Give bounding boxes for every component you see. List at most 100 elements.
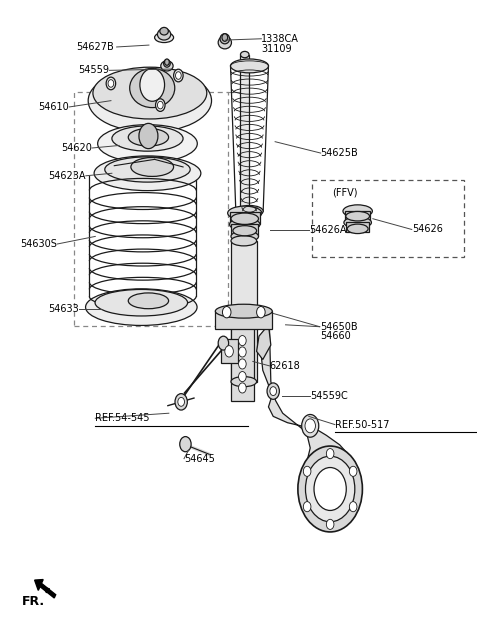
Circle shape bbox=[305, 419, 315, 433]
Circle shape bbox=[326, 519, 334, 529]
Circle shape bbox=[180, 436, 191, 452]
Circle shape bbox=[156, 99, 165, 111]
Ellipse shape bbox=[220, 34, 229, 44]
Text: REF.50-517: REF.50-517 bbox=[335, 420, 389, 429]
Bar bbox=[346, 222, 369, 232]
Ellipse shape bbox=[160, 27, 168, 35]
Circle shape bbox=[239, 347, 246, 357]
Circle shape bbox=[314, 468, 346, 510]
Ellipse shape bbox=[216, 304, 272, 318]
Circle shape bbox=[303, 466, 311, 476]
Ellipse shape bbox=[128, 129, 168, 146]
Ellipse shape bbox=[105, 157, 190, 182]
Ellipse shape bbox=[231, 376, 257, 387]
Bar bbox=[231, 224, 258, 236]
Text: 54650B: 54650B bbox=[320, 322, 357, 332]
Polygon shape bbox=[261, 326, 358, 514]
Text: 62618: 62618 bbox=[269, 361, 300, 371]
Circle shape bbox=[222, 34, 228, 41]
Text: 54627B: 54627B bbox=[76, 42, 114, 52]
Circle shape bbox=[301, 415, 319, 437]
Bar bbox=[229, 212, 260, 224]
Circle shape bbox=[218, 336, 228, 350]
Polygon shape bbox=[216, 311, 272, 329]
Circle shape bbox=[174, 69, 183, 82]
Text: 54630S: 54630S bbox=[21, 239, 57, 249]
Ellipse shape bbox=[229, 218, 260, 231]
Circle shape bbox=[298, 446, 362, 532]
Ellipse shape bbox=[218, 36, 231, 49]
Circle shape bbox=[176, 72, 181, 80]
Text: 54645: 54645 bbox=[184, 454, 215, 464]
Ellipse shape bbox=[112, 126, 183, 151]
Circle shape bbox=[106, 77, 116, 90]
Circle shape bbox=[326, 448, 334, 459]
Circle shape bbox=[175, 394, 187, 410]
Bar bbox=[312, 180, 464, 257]
Text: 54610: 54610 bbox=[38, 102, 69, 112]
Bar bbox=[74, 92, 228, 326]
Ellipse shape bbox=[88, 69, 212, 132]
Text: 54623A: 54623A bbox=[48, 171, 86, 181]
Ellipse shape bbox=[97, 125, 197, 162]
Ellipse shape bbox=[231, 236, 257, 246]
Circle shape bbox=[222, 306, 231, 318]
FancyArrow shape bbox=[35, 580, 56, 598]
Ellipse shape bbox=[128, 293, 168, 309]
Circle shape bbox=[157, 101, 163, 109]
Ellipse shape bbox=[164, 60, 170, 67]
Ellipse shape bbox=[240, 52, 249, 58]
Text: 54625B: 54625B bbox=[321, 148, 359, 158]
Text: 1338CA: 1338CA bbox=[261, 34, 299, 44]
Circle shape bbox=[239, 383, 246, 393]
Bar bbox=[345, 210, 371, 220]
Ellipse shape bbox=[131, 157, 174, 176]
Text: 54660: 54660 bbox=[320, 331, 350, 341]
Circle shape bbox=[305, 456, 355, 522]
Ellipse shape bbox=[231, 231, 259, 242]
Ellipse shape bbox=[233, 225, 257, 236]
Text: 54620: 54620 bbox=[61, 143, 92, 153]
Circle shape bbox=[257, 306, 265, 318]
Ellipse shape bbox=[346, 211, 370, 221]
Circle shape bbox=[140, 68, 165, 101]
Text: 54626A: 54626A bbox=[309, 225, 346, 235]
Ellipse shape bbox=[93, 67, 207, 119]
Text: 54626: 54626 bbox=[412, 224, 443, 234]
Circle shape bbox=[178, 397, 184, 406]
Circle shape bbox=[349, 466, 357, 476]
Circle shape bbox=[239, 371, 246, 382]
Text: 54559C: 54559C bbox=[310, 390, 348, 401]
Bar bbox=[220, 339, 238, 362]
Text: FR.: FR. bbox=[22, 595, 45, 608]
Ellipse shape bbox=[343, 205, 372, 217]
Ellipse shape bbox=[236, 206, 263, 217]
Ellipse shape bbox=[231, 213, 259, 224]
Ellipse shape bbox=[344, 217, 372, 228]
Ellipse shape bbox=[94, 156, 201, 190]
Text: 31109: 31109 bbox=[261, 44, 292, 54]
Ellipse shape bbox=[161, 61, 173, 71]
Ellipse shape bbox=[228, 206, 262, 220]
Ellipse shape bbox=[157, 29, 171, 40]
Bar bbox=[231, 325, 254, 401]
Ellipse shape bbox=[230, 59, 268, 73]
Circle shape bbox=[239, 359, 246, 369]
Circle shape bbox=[139, 124, 158, 148]
Ellipse shape bbox=[347, 224, 368, 234]
Circle shape bbox=[270, 387, 276, 396]
Text: 54559: 54559 bbox=[79, 66, 109, 75]
Circle shape bbox=[267, 383, 279, 399]
Circle shape bbox=[239, 336, 246, 346]
Circle shape bbox=[303, 501, 311, 512]
Polygon shape bbox=[257, 325, 271, 359]
Ellipse shape bbox=[95, 289, 188, 316]
Ellipse shape bbox=[85, 289, 197, 326]
Bar bbox=[240, 55, 249, 241]
Circle shape bbox=[108, 80, 114, 87]
Ellipse shape bbox=[130, 68, 175, 108]
Text: REF.54-545: REF.54-545 bbox=[96, 413, 150, 423]
Circle shape bbox=[165, 59, 169, 65]
Text: 54633: 54633 bbox=[48, 304, 79, 314]
Bar bbox=[231, 241, 257, 382]
